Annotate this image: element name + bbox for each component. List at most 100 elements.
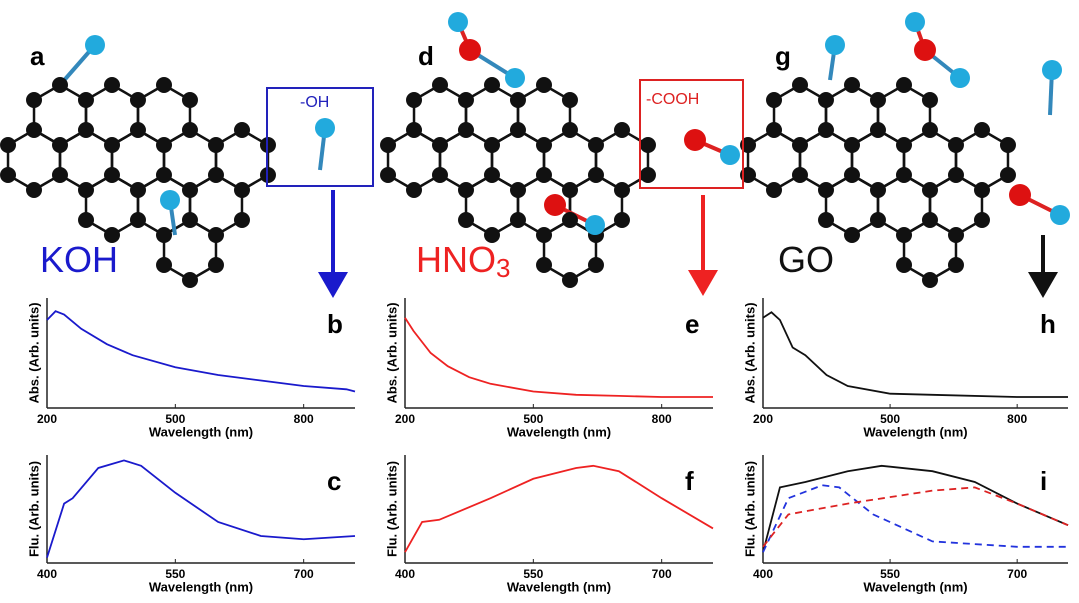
ring [748,130,800,190]
atom [104,137,120,153]
atom [640,137,656,153]
x-axis-label: Wavelength (nm) [863,424,967,439]
atom [536,77,552,93]
atom [156,167,172,183]
hydrogen-atom [720,145,740,165]
group-label: -OH [300,94,329,111]
line-series [763,312,1068,397]
ring [466,85,518,145]
panel-label: d [418,41,434,71]
ring [164,220,216,280]
atom [588,257,604,273]
y-axis-label: Flu. (Arb. units) [26,461,41,557]
atom [0,137,16,153]
ring [164,130,216,190]
atom [562,122,578,138]
atom [844,167,860,183]
hydrogen-atom [315,118,335,138]
atom [948,227,964,243]
ring [518,85,570,145]
line-series [763,485,1068,552]
atom [562,212,578,228]
ring [826,85,878,145]
atom [870,182,886,198]
atom [896,257,912,273]
atom [844,227,860,243]
panel-label: h [1040,309,1056,339]
atom [432,77,448,93]
atom [78,92,94,108]
atom [510,182,526,198]
x-tick-label: 200 [395,412,415,426]
atom [458,122,474,138]
atom [974,212,990,228]
treatment-label: KOH [40,239,118,280]
x-axis-label: Wavelength (nm) [149,424,253,439]
ring [904,220,956,280]
oxygen-atom [914,39,936,61]
atom [922,92,938,108]
oxygen-atom [459,39,481,61]
atom [406,122,422,138]
atom [52,167,68,183]
atom [896,167,912,183]
atom [78,212,94,228]
x-tick-label: 400 [37,567,57,581]
atom [870,212,886,228]
ring [826,175,878,235]
ring [60,130,112,190]
atom [818,122,834,138]
line-series [47,311,355,391]
x-axis-label: Wavelength (nm) [863,579,967,594]
molecules [0,12,1070,288]
ring [956,130,1008,190]
ring [138,85,190,145]
x-tick-label: 400 [753,567,773,581]
hydrogen-atom [950,68,970,88]
atom [380,167,396,183]
atom [922,212,938,228]
ring [544,130,596,190]
atom [896,137,912,153]
ring [190,175,242,235]
atom [922,272,938,288]
panel-label: e [685,309,699,339]
atom [458,212,474,228]
y-axis-label: Flu. (Arb. units) [384,461,399,557]
atom [182,212,198,228]
atom [182,272,198,288]
atom [484,137,500,153]
y-axis-label: Flu. (Arb. units) [742,461,757,557]
hydrogen-atom [1042,60,1062,80]
x-tick-label: 800 [652,412,672,426]
atom [208,227,224,243]
atom [792,167,808,183]
atom [104,167,120,183]
oxygen-atom [544,194,566,216]
ring [86,85,138,145]
ring [852,130,904,190]
atom [614,182,630,198]
treatment-subscript: 3 [496,253,510,283]
atom [458,92,474,108]
atom [562,272,578,288]
x-axis-label: Wavelength (nm) [507,424,611,439]
atom [792,77,808,93]
ring [774,85,826,145]
y-axis-label: Abs. (Arb. units) [384,302,399,403]
atom [0,167,16,183]
atom [1000,167,1016,183]
x-tick-label: 400 [395,567,415,581]
atom [510,122,526,138]
x-tick-label: 200 [37,412,57,426]
x-tick-label: 700 [652,567,672,581]
panel-label: f [685,466,694,496]
atom [130,182,146,198]
line-series [47,460,355,557]
atom [922,182,938,198]
atom [130,122,146,138]
ring [878,175,930,235]
panel-label: a [30,41,45,71]
atom [948,167,964,183]
treatment-text: HNO [416,239,496,280]
